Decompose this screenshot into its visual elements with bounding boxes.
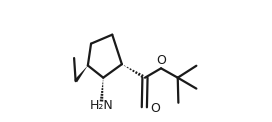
Polygon shape [74, 66, 88, 82]
Text: O: O [156, 54, 166, 67]
Text: H₂N: H₂N [89, 99, 113, 112]
Text: O: O [150, 102, 160, 115]
